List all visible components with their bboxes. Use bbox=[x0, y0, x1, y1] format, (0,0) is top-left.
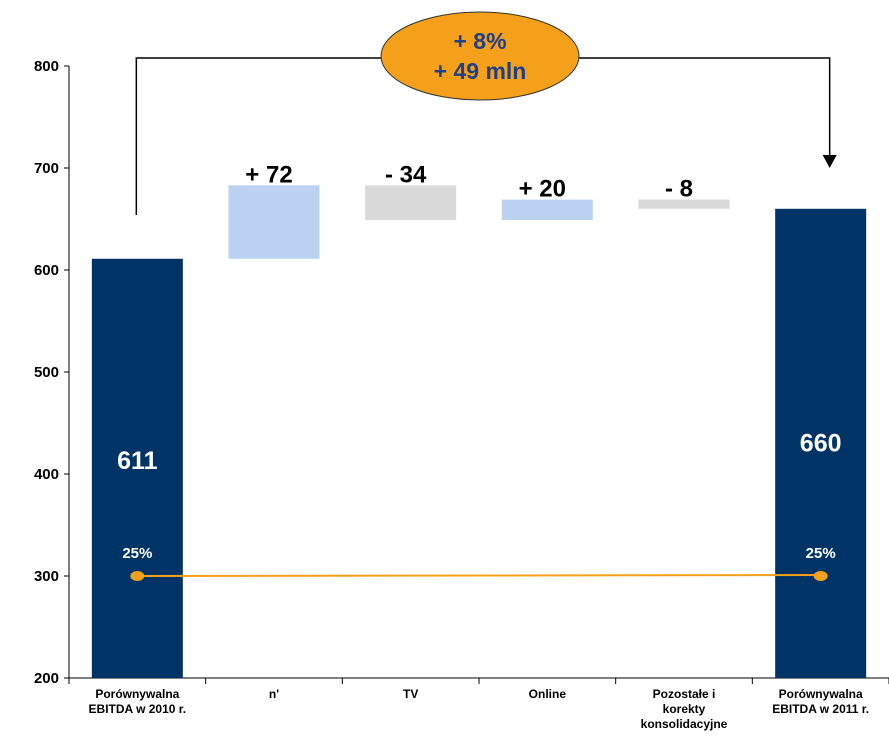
x-tick-label: korekty bbox=[663, 702, 706, 716]
x-tick-label: Pozostałe i bbox=[653, 687, 716, 701]
y-tick-label: 700 bbox=[34, 160, 59, 177]
y-tick-label: 300 bbox=[34, 568, 59, 585]
x-tick-label: EBITDA w 2011 r. bbox=[772, 702, 869, 716]
margin-point bbox=[813, 571, 828, 581]
margin-point bbox=[130, 571, 145, 581]
delta-bar bbox=[365, 185, 457, 221]
y-tick-label: 400 bbox=[34, 466, 59, 483]
total-bar bbox=[91, 258, 183, 678]
x-tick-label: n' bbox=[269, 687, 279, 701]
x-tick-label: EBITDA w 2010 r. bbox=[89, 702, 187, 716]
delta-value-label: + 20 bbox=[519, 176, 566, 203]
x-tick-label: Porównywalna bbox=[779, 687, 863, 701]
margin-series-line bbox=[137, 574, 821, 577]
x-tick-label: Online bbox=[529, 687, 567, 701]
y-tick-label: 600 bbox=[34, 262, 59, 279]
arrow-head-icon bbox=[822, 155, 837, 168]
delta-bar bbox=[638, 199, 730, 209]
total-bar-value-label: 611 bbox=[117, 447, 157, 475]
x-tick-label: Porównywalna bbox=[95, 687, 179, 701]
margin-point-label: 25% bbox=[806, 545, 836, 562]
x-tick-label: konsolidacyjne bbox=[641, 717, 728, 731]
change-percent-label: + 8% bbox=[453, 28, 506, 54]
y-tick-label: 500 bbox=[34, 364, 59, 381]
change-bubble bbox=[380, 11, 580, 101]
total-bar bbox=[775, 208, 867, 679]
delta-bar bbox=[501, 199, 593, 221]
y-tick-label: 800 bbox=[34, 58, 59, 75]
delta-value-label: - 8 bbox=[665, 176, 693, 203]
delta-value-label: - 34 bbox=[385, 161, 427, 188]
change-amount-label: + 49 mln bbox=[434, 58, 527, 84]
margin-point-label: 25% bbox=[122, 545, 152, 562]
delta-bar bbox=[228, 185, 320, 259]
y-tick-label: 200 bbox=[34, 670, 59, 687]
x-tick-label: TV bbox=[403, 687, 418, 701]
delta-value-label: + 72 bbox=[245, 161, 292, 188]
total-bar-value-label: 660 bbox=[800, 430, 842, 458]
